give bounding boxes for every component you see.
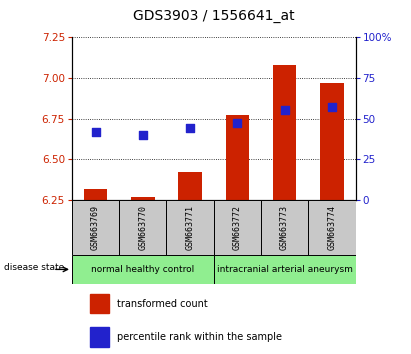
- Bar: [131, 197, 155, 200]
- Bar: [72, 255, 214, 284]
- Text: GSM663771: GSM663771: [186, 205, 194, 250]
- Point: [234, 121, 241, 126]
- Bar: [273, 65, 296, 200]
- Bar: [119, 200, 166, 255]
- Bar: [308, 200, 356, 255]
- Text: transformed count: transformed count: [117, 298, 208, 309]
- Text: intracranial arterial aneurysm: intracranial arterial aneurysm: [217, 265, 353, 274]
- Text: disease state: disease state: [4, 263, 65, 272]
- Text: normal healthy control: normal healthy control: [91, 265, 194, 274]
- Bar: [214, 200, 261, 255]
- Text: GSM663774: GSM663774: [328, 205, 336, 250]
- Text: GSM663772: GSM663772: [233, 205, 242, 250]
- Point: [328, 104, 335, 110]
- Bar: [72, 200, 119, 255]
- Text: GSM663769: GSM663769: [91, 205, 100, 250]
- Point: [139, 132, 146, 138]
- Bar: [320, 83, 344, 200]
- Bar: [84, 189, 107, 200]
- Bar: [178, 172, 202, 200]
- Bar: [226, 115, 249, 200]
- Bar: [261, 200, 308, 255]
- Text: percentile rank within the sample: percentile rank within the sample: [117, 332, 282, 342]
- Text: GSM663773: GSM663773: [280, 205, 289, 250]
- Bar: [90, 294, 109, 313]
- Point: [92, 129, 99, 135]
- Point: [281, 108, 288, 113]
- Bar: [214, 255, 356, 284]
- Point: [187, 126, 193, 131]
- Bar: [166, 200, 214, 255]
- Text: GDS3903 / 1556641_at: GDS3903 / 1556641_at: [133, 9, 295, 23]
- Bar: [90, 327, 109, 347]
- Text: GSM663770: GSM663770: [139, 205, 147, 250]
